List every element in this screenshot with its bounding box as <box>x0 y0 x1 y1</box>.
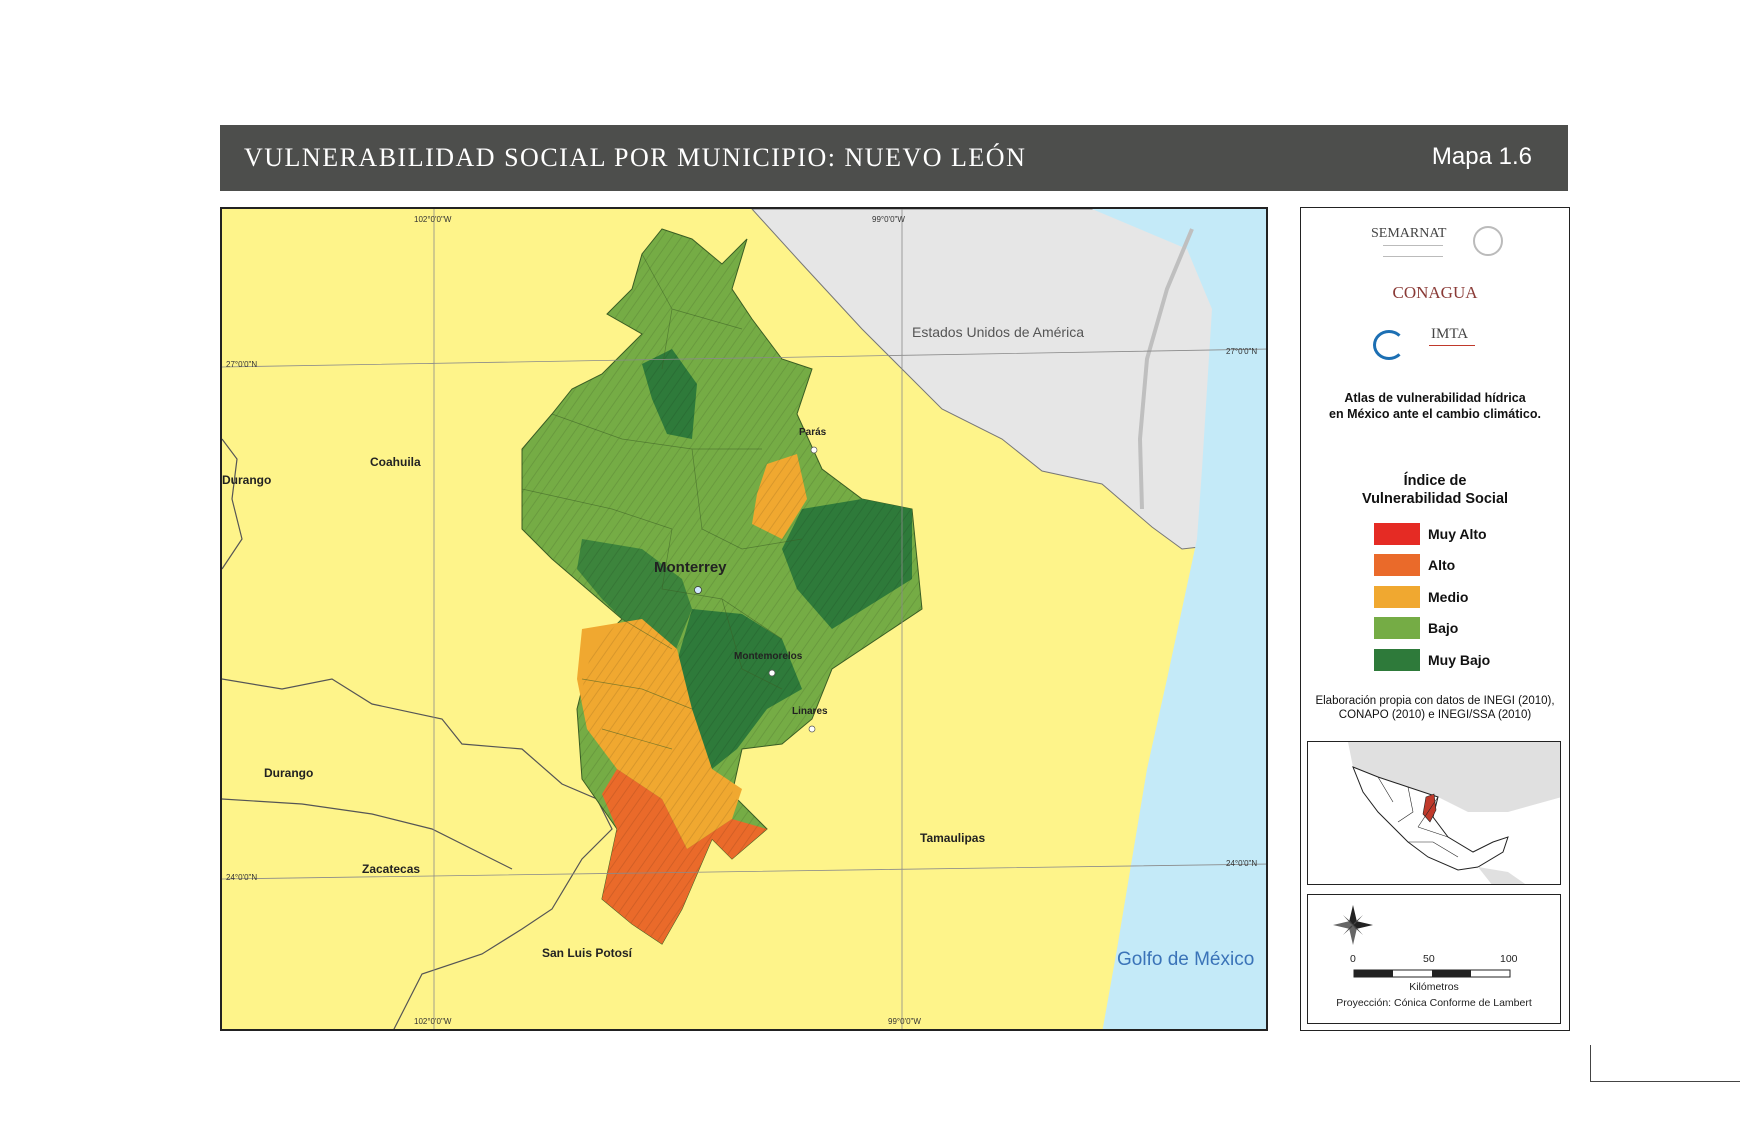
montemorelos-marker <box>768 669 776 677</box>
legend-swatch <box>1374 554 1420 576</box>
legend-label: Alto <box>1428 557 1456 573</box>
map-frame: 102°0'0"W 99°0'0"W 102°0'0"W 99°0'0"W 27… <box>220 207 1268 1031</box>
inset-central-america <box>1478 867 1526 884</box>
semarnat-wordmark: SEMARNAT <box>1371 226 1447 241</box>
inset-map-canvas <box>1308 742 1560 884</box>
label-paras: Parás <box>799 427 827 438</box>
municipal-borders <box>521 253 803 750</box>
scale-unit: Kilómetros <box>1409 981 1459 993</box>
scale-canvas <box>1333 905 1511 978</box>
label-monterrey: Monterrey <box>654 559 727 576</box>
label-linares: Linares <box>792 706 828 717</box>
state-borders <box>222 438 613 1029</box>
monterrey-marker <box>694 586 702 594</box>
imta-wave-icon <box>1373 330 1405 360</box>
scale-tick-50: 50 <box>1423 953 1435 965</box>
scale-tick-100: 100 <box>1500 953 1518 965</box>
mexico-seal-icon <box>1473 226 1503 256</box>
lat-label-27-right: 27°0'0"N <box>1226 347 1258 356</box>
lon-label-left-top: 102°0'0"W <box>414 215 452 224</box>
conagua-logo: CONAGUA <box>1392 283 1478 302</box>
legend-title-line1: Índice de <box>1403 473 1467 489</box>
lon-label-right-bottom: 99°0'0"W <box>888 1017 921 1026</box>
legend-title: Índice de Vulnerabilidad Social <box>1311 472 1559 508</box>
legend-swatch <box>1374 617 1420 639</box>
inset-usa <box>1348 742 1560 812</box>
legend-swatch <box>1374 523 1420 545</box>
lon-label-left-bottom: 102°0'0"W <box>414 1017 452 1026</box>
semarnat-subtitle-lines <box>1383 245 1443 257</box>
atlas-title: Atlas de vulnerabilidad hídrica en Méxic… <box>1311 390 1559 422</box>
label-zacatecas: Zacatecas <box>362 862 421 876</box>
paras-marker <box>810 446 818 454</box>
relief-texture <box>522 229 922 944</box>
legend-label: Muy Bajo <box>1428 652 1491 668</box>
map-title-bar: VULNERABILIDAD SOCIAL POR MUNICIPIO: NUE… <box>220 125 1568 191</box>
legend-title-line2: Vulnerabilidad Social <box>1361 491 1509 507</box>
label-coahuila: Coahuila <box>370 455 421 469</box>
gulf-of-mexico <box>1092 209 1266 1029</box>
scale-bar <box>1353 969 1511 978</box>
imta-logo: IMTA <box>1373 326 1503 366</box>
legend-label: Bajo <box>1428 620 1459 636</box>
legend-panel: SEMARNAT CONAGUA IMTA Atlas de vulnerabi… <box>1300 207 1570 1031</box>
legend-swatch <box>1374 649 1420 671</box>
map-canvas <box>222 209 1266 1029</box>
lat-label-27-left: 27°0'0"N <box>226 360 258 369</box>
projection-note: Proyección: Cónica Conforme de Lambert <box>1336 997 1532 1009</box>
page-corner-mark <box>1590 1045 1740 1082</box>
scale-box: 0 50 100 Kilómetros Proyección: Cónica C… <box>1307 894 1561 1024</box>
graticule <box>222 209 1266 1029</box>
label-durango-north: Durango <box>222 473 272 487</box>
legend-label: Muy Alto <box>1428 526 1487 542</box>
locator-inset-map <box>1307 741 1561 885</box>
legend-label: Medio <box>1428 589 1469 605</box>
label-durango-south: Durango <box>264 766 314 780</box>
lon-label-right-top: 99°0'0"W <box>872 215 905 224</box>
atlas-title-line2: en México ante el cambio climático. <box>1329 407 1541 421</box>
scale-tick-0: 0 <box>1350 953 1356 965</box>
data-credits: Elaboración propia con datos de INEGI (2… <box>1303 694 1567 722</box>
semarnat-logo: SEMARNAT <box>1361 226 1511 262</box>
credits-line2: CONAPO (2010) e INEGI/SSA (2010) <box>1338 709 1532 721</box>
atlas-title-line1: Atlas de vulnerabilidad hídrica <box>1344 391 1526 405</box>
imta-underline <box>1429 345 1475 346</box>
barrier-island <box>1137 228 1194 510</box>
imta-wordmark: IMTA <box>1431 326 1469 342</box>
label-tamaulipas: Tamaulipas <box>920 831 986 845</box>
lat-label-24-left: 24°0'0"N <box>226 873 258 882</box>
map-number: Mapa 1.6 <box>1431 143 1532 170</box>
label-san-luis-potosi: San Luis Potosí <box>542 946 633 960</box>
lat-label-24-right: 24°0'0"N <box>1226 859 1258 868</box>
linares-marker <box>808 725 816 733</box>
inset-state-borders <box>1377 776 1459 858</box>
label-montemorelos: Montemorelos <box>734 651 803 662</box>
map-title: VULNERABILIDAD SOCIAL POR MUNICIPIO: NUE… <box>244 143 1027 172</box>
north-arrow-icon <box>1333 905 1373 945</box>
legend-swatch <box>1374 586 1420 608</box>
credits-line1: Elaboración propia con datos de INEGI (2… <box>1315 695 1555 707</box>
usa-region <box>751 209 1266 550</box>
label-gulf: Golfo de México <box>1117 949 1255 970</box>
label-usa: Estados Unidos de América <box>912 324 1084 340</box>
